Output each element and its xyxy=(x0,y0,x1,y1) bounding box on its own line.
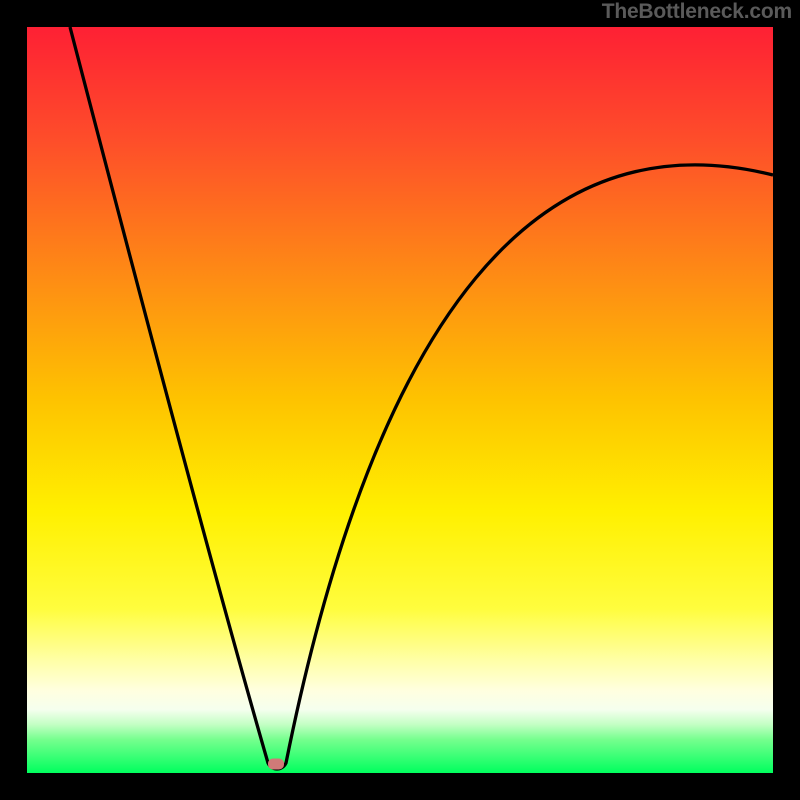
watermark-text: TheBottleneck.com xyxy=(602,0,792,24)
chart-frame: TheBottleneck.com xyxy=(0,0,800,800)
curve-path xyxy=(70,27,773,769)
optimal-point-marker xyxy=(268,759,284,770)
plot-area xyxy=(27,27,773,773)
bottleneck-curve xyxy=(27,27,773,773)
